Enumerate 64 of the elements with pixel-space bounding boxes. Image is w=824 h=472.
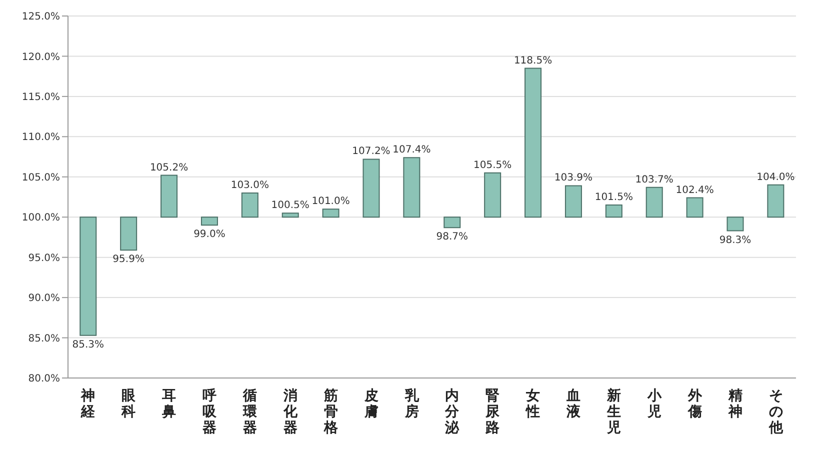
data-label: 103.9% xyxy=(554,172,593,184)
bar xyxy=(403,157,420,218)
x-tick-label: 小児 xyxy=(646,388,662,420)
x-tick-label: 腎尿路 xyxy=(484,388,501,436)
data-label: 98.7% xyxy=(436,232,468,243)
data-label: 103.0% xyxy=(230,180,269,191)
bar xyxy=(322,208,340,218)
y-tick-label: 80.0% xyxy=(28,374,60,385)
bar xyxy=(160,174,178,218)
x-tick-label: 眼科 xyxy=(120,388,137,420)
bar xyxy=(605,204,622,218)
data-label: 98.3% xyxy=(719,234,752,246)
data-label: 95.9% xyxy=(112,254,144,266)
x-tick-label: 循環器 xyxy=(242,388,258,436)
y-tick-label: 95.0% xyxy=(28,252,60,264)
bar xyxy=(241,192,258,218)
x-tick-label: 新生児 xyxy=(606,387,621,436)
y-tick-label: 100.0% xyxy=(22,212,60,224)
data-label: 103.7% xyxy=(635,174,674,186)
bar xyxy=(362,158,380,218)
y-tick-label: 90.0% xyxy=(28,293,60,304)
data-label: 105.2% xyxy=(150,162,188,174)
y-tick-label: 85.0% xyxy=(28,333,60,344)
bar xyxy=(444,216,461,228)
x-tick-label: 神経 xyxy=(80,387,96,420)
x-tick-label: 女性 xyxy=(525,388,540,420)
data-label: 118.5% xyxy=(514,55,552,66)
data-label: 107.4% xyxy=(392,144,431,156)
x-tick-label: 耳鼻 xyxy=(161,388,176,420)
x-tick-label: その他 xyxy=(768,388,784,436)
bar xyxy=(80,216,97,336)
data-label: 101.0% xyxy=(312,196,350,208)
y-tick-label: 125.0% xyxy=(22,12,60,23)
x-tick-label: 乳房 xyxy=(404,388,420,420)
data-label: 105.5% xyxy=(474,160,512,171)
data-label: 99.0% xyxy=(194,229,226,240)
bar xyxy=(564,185,582,218)
bar xyxy=(646,186,663,218)
bar xyxy=(120,216,138,251)
x-tick-label: 呼吸器 xyxy=(202,387,218,436)
data-label: 101.5% xyxy=(594,192,633,204)
data-label: 100.5% xyxy=(271,200,310,212)
y-tick-label: 110.0% xyxy=(22,132,60,144)
x-tick-label: 皮膚 xyxy=(363,388,378,420)
data-label: 102.4% xyxy=(676,184,714,196)
x-tick-label: 消化器 xyxy=(282,388,298,436)
x-tick-label: 外傷 xyxy=(686,388,703,420)
x-tick-label: 筋骨格 xyxy=(322,388,339,436)
data-label: 104.0% xyxy=(756,172,795,183)
bar xyxy=(686,197,704,218)
bar xyxy=(767,184,784,218)
y-tick-label: 105.0% xyxy=(22,172,60,184)
y-tick-label: 120.0% xyxy=(22,52,60,63)
bar xyxy=(484,172,502,218)
x-tick-label: 精神 xyxy=(727,388,742,420)
data-label: 85.3% xyxy=(72,339,104,350)
bar xyxy=(282,212,299,218)
y-tick-label: 115.0% xyxy=(22,92,60,103)
x-tick-label: 血液 xyxy=(566,388,582,420)
bar xyxy=(726,216,744,232)
bar xyxy=(524,68,542,218)
bar xyxy=(200,216,218,226)
x-tick-label: 内分泌 xyxy=(444,388,460,436)
data-label: 107.2% xyxy=(352,146,390,158)
